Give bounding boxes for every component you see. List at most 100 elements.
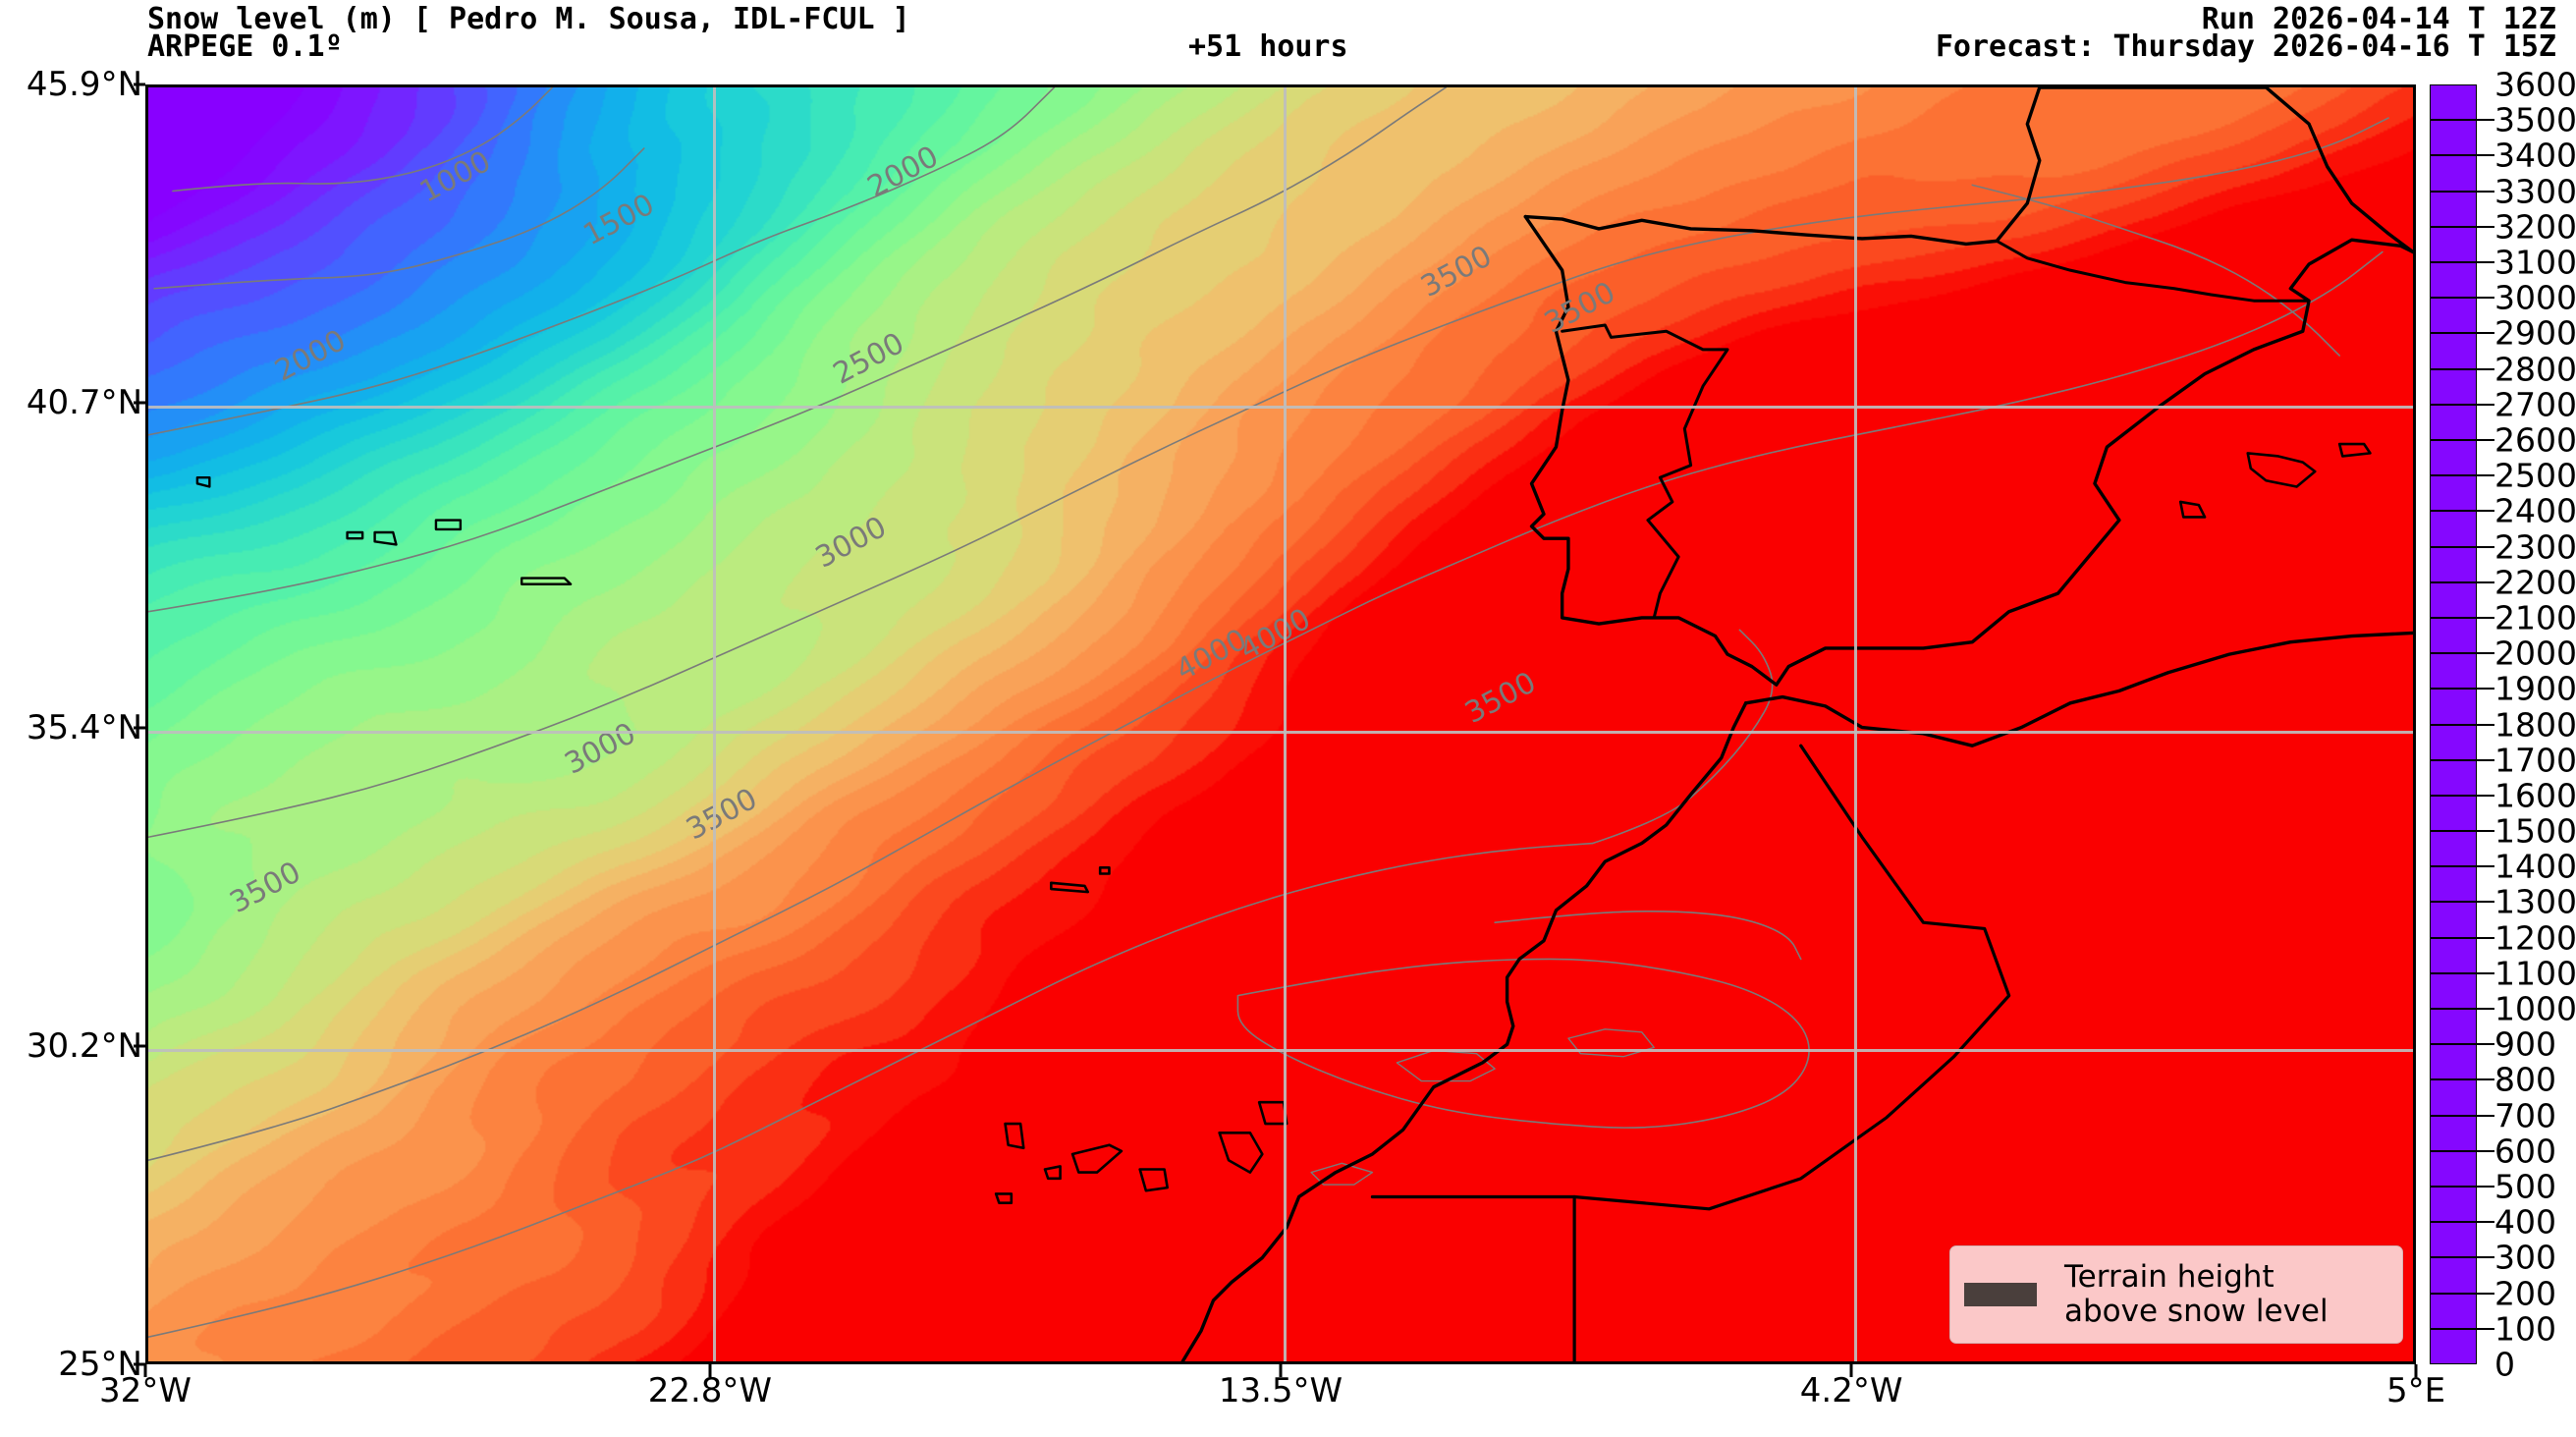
colorbar-tick-label: 800: [2494, 1060, 2556, 1099]
colorbar-tick-label: 3000: [2494, 278, 2576, 317]
x-axis-tick-mark: [1279, 1364, 1283, 1377]
colorbar-tick-label: 2100: [2494, 598, 2576, 637]
colorbar-tick-label: 3200: [2494, 207, 2576, 247]
colorbar-tick-label: 1100: [2494, 954, 2576, 993]
colorbar-tick-mark: [2430, 901, 2494, 904]
y-axis-tick-mark: [134, 401, 145, 405]
coastline-azores-island: [348, 532, 363, 538]
terrain-legend: Terrain height above snow level: [1949, 1245, 2403, 1344]
gridline-parallel: [148, 406, 2413, 410]
colorbar-tick-label: 1700: [2494, 741, 2576, 780]
x-axis-tick-label: 22.8°W: [647, 1371, 773, 1410]
coastline-azores-island: [436, 521, 461, 529]
colorbar-tick-label: 2800: [2494, 350, 2576, 389]
x-axis-tick-label: 13.5°W: [1218, 1371, 1343, 1410]
colorbar-tick-mark: [2430, 154, 2494, 157]
coastline-balearic-island: [2180, 502, 2205, 518]
gridline-meridian: [712, 87, 716, 1361]
contour-label: 3000: [810, 510, 893, 576]
coastline-balearic-island: [2339, 444, 2370, 456]
colorbar-tick-label: 2600: [2494, 420, 2576, 460]
terrain-contour-line: [148, 87, 1054, 435]
colorbar-tick-label: 200: [2494, 1274, 2556, 1313]
colorbar-tick-label: 1000: [2494, 989, 2576, 1028]
colorbar-tick-label: 1300: [2494, 882, 2576, 921]
colorbar-tick-label: 1600: [2494, 776, 2576, 815]
colorbar-tick-mark: [2430, 545, 2494, 548]
colorbar-tick-mark: [2430, 190, 2494, 193]
colorbar-tick-mark: [2430, 1327, 2494, 1330]
colorbar-tick-label: 2700: [2494, 385, 2576, 424]
y-axis-tick-label: 45.9°N: [26, 65, 142, 104]
colorbar-tick-mark: [2430, 758, 2494, 761]
border-portugal-spain: [1562, 325, 1727, 618]
y-axis-tick-mark: [134, 726, 145, 730]
colorbar-tick-mark: [2430, 830, 2494, 833]
colorbar-tick-mark: [2430, 652, 2494, 655]
terrain-contour-line: [154, 148, 644, 289]
colorbar-tick-mark: [2430, 936, 2494, 939]
forecast-label: Forecast: Thursday 2026-04-16 T 15Z: [1935, 29, 2556, 64]
coastline-azores-island: [197, 477, 209, 486]
colorbar-tick-label: 3100: [2494, 243, 2576, 282]
colorbar-tick-label: 0: [2494, 1345, 2515, 1384]
map-plot-area[interactable]: 1000 1500 2000 2000 2500 3000 3000 3500 3500 3500…: [145, 84, 2416, 1364]
terrain-contour-line: [148, 87, 1446, 612]
contour-label: 2000: [269, 323, 352, 389]
colorbar-tick-label: 3600: [2494, 65, 2576, 104]
lead-time-label: +51 hours: [1188, 29, 1348, 64]
contour-label: 2500: [828, 326, 910, 392]
x-axis-tick-label: 4.2°W: [1799, 1371, 1903, 1410]
legend-line-2: above snow level: [2064, 1294, 2329, 1329]
colorbar-tick-mark: [2430, 794, 2494, 797]
gridline-parallel: [148, 730, 2413, 734]
colorbar-tick-mark: [2430, 688, 2494, 691]
x-axis-tick-mark: [143, 1364, 147, 1377]
gridline-parallel: [148, 1048, 2413, 1052]
y-axis-tick-mark: [134, 1044, 145, 1048]
terrain-contour-blob: [1568, 1029, 1654, 1057]
colorbar-tick-mark: [2430, 367, 2494, 370]
legend-line-1: Terrain height: [2064, 1258, 2275, 1295]
colorbar-tick-mark: [2430, 119, 2494, 122]
coastline-canary-island: [1220, 1133, 1263, 1172]
colorbar-tick-mark: [2430, 438, 2494, 441]
contour-label: 3000: [560, 716, 642, 782]
colorbar-tick-label: 2500: [2494, 456, 2576, 495]
colorbar-tick-mark: [2430, 723, 2494, 726]
colorbar-tick-mark: [2430, 510, 2494, 513]
colorbar-tick-mark: [2430, 260, 2494, 263]
colorbar-tick-mark: [2430, 297, 2494, 300]
coastline-canary-island: [1045, 1166, 1061, 1178]
y-axis-tick-label: 25°N: [58, 1345, 142, 1384]
gridline-meridian: [1284, 87, 1287, 1361]
snow-level-raster: [148, 87, 2413, 1361]
terrain-contour-line: [148, 118, 2388, 837]
contour-label: 3500: [224, 856, 306, 921]
contour-label: 4000: [1171, 623, 1253, 689]
terrain-contour-line: [148, 252, 2383, 1161]
terrain-contour-line: [1593, 630, 1773, 843]
header-row-bottom: ARPEGE 0.1º +51 hours Forecast: Thursday…: [0, 29, 2576, 64]
terrain-contour-line: [1495, 912, 1801, 960]
colorbar-tick-label: 2400: [2494, 491, 2576, 530]
colorbar-tick-label: 1800: [2494, 705, 2576, 744]
contour-label: 1000: [414, 144, 497, 210]
coastline-balearic-island: [2248, 453, 2316, 486]
run-label: Run 2026-04-14 T 12Z: [2201, 2, 2556, 36]
colorbar-tick-label: 2900: [2494, 313, 2576, 353]
coastline-iberia-north: [1525, 87, 2413, 252]
colorbar-tick-label: 400: [2494, 1202, 2556, 1242]
chart-title: Snow level (m) [ Pedro M. Sousa, IDL-FCU…: [147, 2, 910, 36]
colorbar-tick-mark: [2430, 332, 2494, 335]
y-axis-tick-mark: [134, 83, 145, 86]
y-axis-tick-label: 30.2°N: [26, 1025, 142, 1066]
contour-label: 3500: [1459, 665, 1542, 731]
terrain-contour-line: [1237, 959, 1809, 1128]
colorbar-tick-mark: [2430, 403, 2494, 406]
colorbar-tick-label: 1900: [2494, 669, 2576, 708]
colorbar-tick-label: 2000: [2494, 634, 2576, 673]
terrain-contour-line: [148, 844, 1593, 1338]
terrain-legend-swatch: [1964, 1283, 2037, 1306]
